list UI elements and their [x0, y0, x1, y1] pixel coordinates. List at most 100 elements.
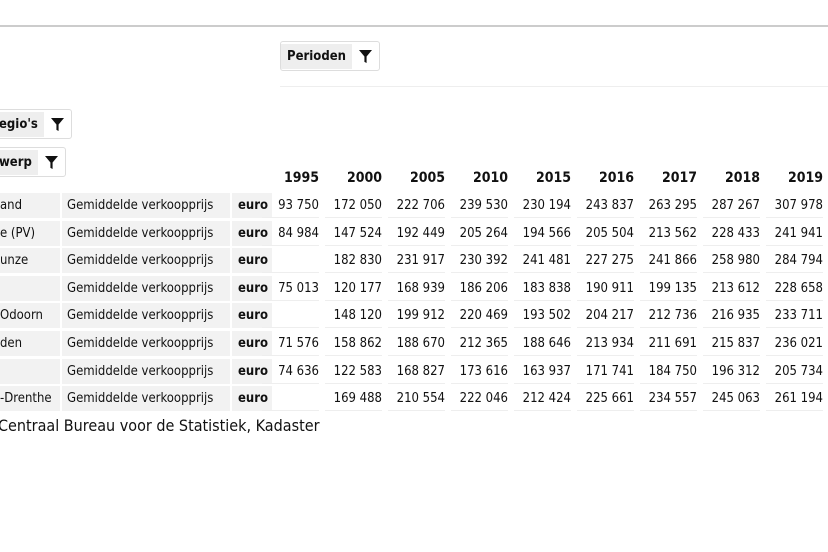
value-cell — [262, 303, 319, 329]
measure-cell: Gemiddelde verkoopprijs — [62, 248, 230, 274]
value-cell: 233 711 — [766, 303, 823, 329]
filter-label: Perioden — [281, 43, 352, 69]
row-filter[interactable]: werp — [0, 147, 66, 177]
column-header: 2019 — [787, 170, 823, 186]
column-header: 2018 — [724, 170, 760, 186]
measure-cell: Gemiddelde verkoopprijs — [62, 193, 230, 218]
unit-cell: euro — [232, 220, 272, 246]
value-cell: 241 941 — [766, 221, 823, 246]
unit-cell: euro — [232, 248, 272, 274]
value-cell: 168 939 — [388, 276, 445, 301]
value-cell: 228 433 — [703, 221, 760, 246]
value-cell: 287 267 — [703, 193, 760, 218]
filter-icon — [44, 155, 58, 169]
value-cell: 193 502 — [514, 303, 571, 329]
value-cell: 241 481 — [514, 248, 571, 274]
value-cell: 213 562 — [640, 221, 697, 246]
value-cell: 147 524 — [325, 221, 382, 246]
value-cell: 215 837 — [703, 331, 760, 356]
value-cell: 205 264 — [451, 221, 508, 246]
value-cell: 122 583 — [325, 359, 382, 384]
value-cell: 168 827 — [388, 359, 445, 384]
column-header: 2016 — [598, 170, 634, 186]
value-cell: 258 980 — [703, 248, 760, 274]
filter-icon — [50, 117, 64, 131]
value-cell: 74 636 — [262, 359, 319, 384]
value-cell: 75 013 — [262, 276, 319, 301]
region-cell: e (PV) — [0, 220, 60, 246]
value-cell: 284 794 — [766, 248, 823, 274]
value-cell: 194 566 — [514, 221, 571, 246]
value-cell: 171 741 — [577, 359, 634, 384]
value-cell: 172 050 — [325, 193, 382, 218]
value-cell: 169 488 — [325, 386, 382, 412]
value-cell: 222 046 — [451, 386, 508, 412]
value-cell: 245 063 — [703, 386, 760, 412]
column-header: 2015 — [535, 170, 571, 186]
measure-cell: Gemiddelde verkoopprijs — [62, 331, 230, 356]
value-cell: 84 984 — [262, 221, 319, 246]
value-cell: 210 554 — [388, 386, 445, 412]
value-cell: 71 576 — [262, 331, 319, 356]
measure-cell: Gemiddelde verkoopprijs — [62, 386, 230, 412]
unit-cell: euro — [232, 358, 272, 384]
value-cell: 230 194 — [514, 193, 571, 218]
region-cell — [0, 275, 60, 301]
value-cell: 192 449 — [388, 221, 445, 246]
value-cell: 93 750 — [262, 193, 319, 218]
unit-cell: euro — [232, 275, 272, 301]
column-filter[interactable]: Perioden — [280, 41, 380, 71]
region-cell — [0, 358, 60, 384]
value-cell: 190 911 — [577, 276, 634, 301]
value-cell: 263 295 — [640, 193, 697, 218]
value-cell: 212 365 — [451, 331, 508, 356]
value-cell: 261 194 — [766, 386, 823, 412]
value-cell: 188 646 — [514, 331, 571, 356]
value-cell: 243 837 — [577, 193, 634, 218]
value-cell: 163 937 — [514, 359, 571, 384]
unit-cell: euro — [232, 331, 272, 356]
column-header: 1995 — [283, 170, 319, 186]
value-cell: 184 750 — [640, 359, 697, 384]
value-cell: 236 021 — [766, 331, 823, 356]
value-cell: 216 935 — [703, 303, 760, 329]
value-cell: 183 838 — [514, 276, 571, 301]
column-header: 2017 — [661, 170, 697, 186]
filter-icon — [358, 49, 372, 63]
value-cell: 234 557 — [640, 386, 697, 412]
value-cell: 225 661 — [577, 386, 634, 412]
value-cell: 173 616 — [451, 359, 508, 384]
value-cell: 182 830 — [325, 248, 382, 274]
region-cell: -Drenthe — [0, 386, 60, 412]
value-cell: 196 312 — [703, 359, 760, 384]
value-cell: 199 135 — [640, 276, 697, 301]
value-cell: 222 706 — [388, 193, 445, 218]
measure-cell: Gemiddelde verkoopprijs — [62, 275, 230, 301]
value-cell: 120 177 — [325, 276, 382, 301]
row-filter[interactable]: egio's — [0, 109, 72, 139]
value-cell: 213 934 — [577, 331, 634, 356]
value-cell: 204 217 — [577, 303, 634, 329]
column-header: 2010 — [472, 170, 508, 186]
value-cell: 241 866 — [640, 248, 697, 274]
value-cell: 230 392 — [451, 248, 508, 274]
column-header: 2005 — [409, 170, 445, 186]
filter-label: werp — [0, 149, 38, 175]
value-cell: 199 912 — [388, 303, 445, 329]
unit-cell: euro — [232, 386, 272, 412]
value-cell: 228 658 — [766, 276, 823, 301]
value-cell: 188 670 — [388, 331, 445, 356]
value-cell: 158 862 — [325, 331, 382, 356]
value-cell: 212 424 — [514, 386, 571, 412]
value-cell: 213 612 — [703, 276, 760, 301]
value-cell: 307 978 — [766, 193, 823, 218]
measure-cell: Gemiddelde verkoopprijs — [62, 358, 230, 384]
value-cell — [262, 248, 319, 274]
top-rule — [0, 25, 828, 27]
column-header: 2000 — [346, 170, 382, 186]
value-cell: 239 530 — [451, 193, 508, 218]
region-cell: unze — [0, 248, 60, 274]
source: Centraal Bureau voor de Statistiek, Kada… — [0, 416, 320, 435]
value-cell: 212 736 — [640, 303, 697, 329]
